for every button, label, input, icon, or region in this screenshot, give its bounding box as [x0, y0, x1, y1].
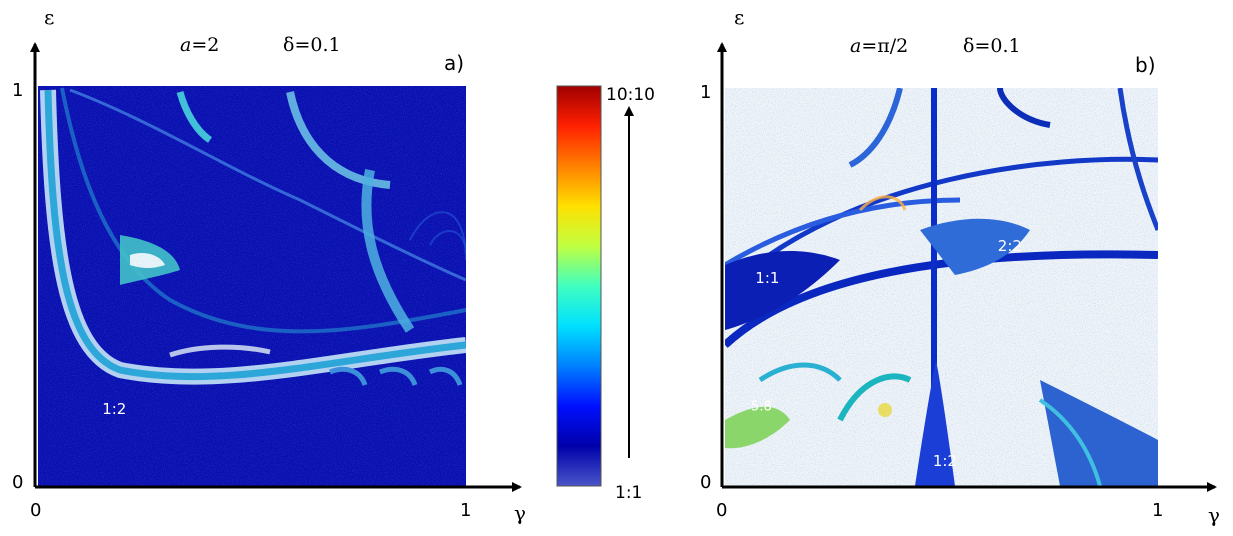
panel-a-structures: [38, 86, 466, 486]
panel-a-param-a: a=2: [180, 34, 219, 56]
panel-b-region-label: 5:8: [751, 399, 772, 414]
panel-b: 1:1 2:2 5:8 1:2 ε γ 1 0 0 1 a=π/2 δ=0.1 …: [700, 5, 1220, 527]
panel-b-x-tick-min: 0: [716, 500, 727, 521]
panel-b-structures: [725, 88, 1158, 486]
panel-b-param-delta: δ=0.1: [963, 35, 1021, 57]
panel-a-x-axis-label: γ: [514, 501, 526, 525]
colorbar-gradient: [556, 85, 602, 487]
colorbar: 10:10 1:1: [556, 85, 655, 503]
panel-b-label: b): [1135, 53, 1156, 77]
panel-b-x-tick-max: 1: [1152, 500, 1163, 521]
panel-b-region-label: 1:1: [755, 269, 779, 287]
panel-a-x-tick-min: 0: [30, 500, 41, 521]
panel-b-x-axis-label: γ: [1208, 503, 1220, 527]
panel-b-param-a: a=π/2: [850, 35, 908, 57]
colorbar-top-label: 10:10: [606, 85, 655, 105]
panel-b-y-tick-max: 1: [700, 82, 711, 103]
panel-a-y-tick-min: 0: [12, 472, 23, 493]
panel-b-y-tick-min: 0: [700, 472, 711, 493]
colorbar-bottom-label: 1:1: [615, 483, 642, 503]
panel-a-y-tick-max: 1: [12, 80, 23, 101]
panel-b-region-label: 1:2: [933, 452, 957, 470]
panel-a-param-delta: δ=0.1: [283, 34, 341, 56]
panel-a-x-tick-max: 1: [460, 500, 471, 521]
panel-b-region-label: 2:2: [998, 237, 1022, 255]
panel-a-y-axis-label: ε: [44, 5, 54, 29]
panel-a-region-label: 1:2: [102, 400, 126, 418]
panel-a-label: a): [444, 51, 464, 75]
panel-a: 1:2 ε γ 1 0 0 1 a=2 δ=0.1 a): [12, 5, 526, 525]
panel-b-y-axis-label: ε: [734, 5, 744, 29]
